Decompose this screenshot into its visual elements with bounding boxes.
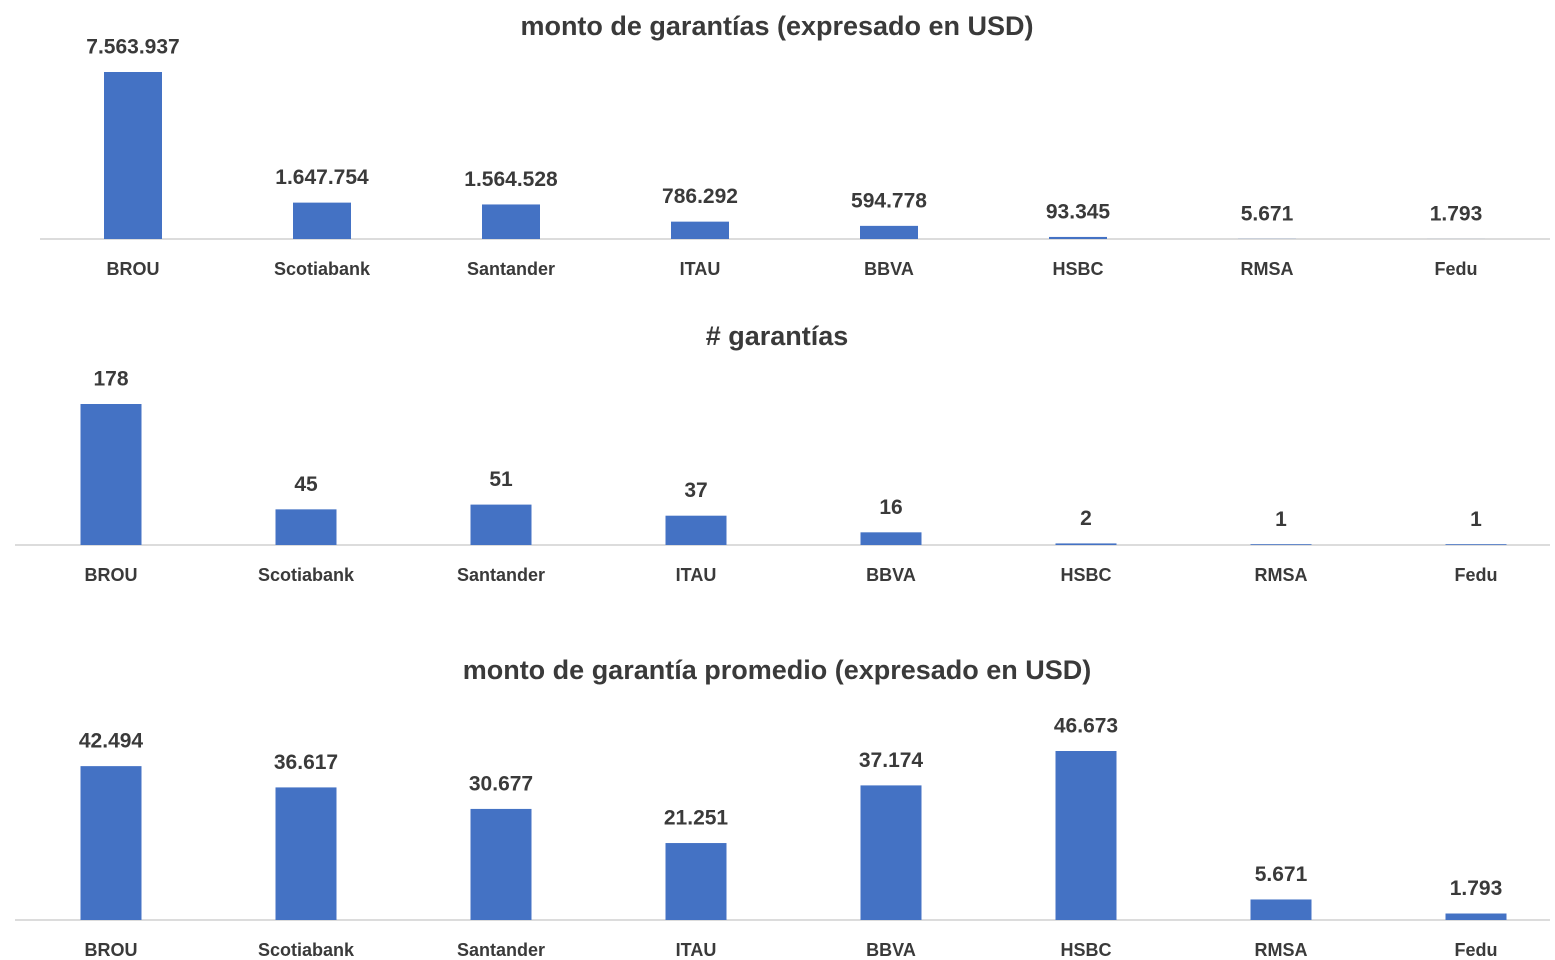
data-label: 1.793 [1430,203,1483,226]
bar [293,202,351,239]
data-label: 786.292 [662,185,738,208]
bar [275,509,337,545]
data-label: 1.793 [1450,877,1503,900]
x-tick-label: Scotiabank [258,940,355,960]
data-label: 42.494 [79,730,144,753]
x-tick-label: BROU [85,565,138,585]
data-label: 21.251 [664,807,729,830]
bar [1055,751,1117,920]
bar [860,532,922,545]
x-tick-label: Santander [467,259,555,279]
data-label: 46.673 [1054,715,1118,738]
data-label: 1 [1470,508,1482,531]
bar [671,221,729,239]
bar [80,766,142,920]
x-tick-label: HSBC [1060,565,1111,585]
x-tick-label: HSBC [1052,259,1103,279]
chart-title: # garantías [706,321,849,351]
x-tick-label: BBVA [866,940,916,960]
data-label: 5.671 [1241,202,1294,225]
data-label: 45 [294,473,318,496]
data-label: 30.677 [469,772,533,795]
bar [1250,544,1312,545]
data-label: 2 [1080,507,1092,530]
x-tick-label: RMSA [1241,259,1294,279]
bar [104,72,162,239]
x-tick-label: RMSA [1255,940,1308,960]
x-tick-label: Santander [457,940,545,960]
bar [275,787,337,920]
bar [470,504,532,545]
data-label: 1.564.528 [464,168,558,191]
bar [665,515,727,545]
x-tick-label: BBVA [866,565,916,585]
bar [665,843,727,920]
x-tick-label: Scotiabank [274,259,371,279]
x-tick-label: BROU [85,940,138,960]
bar [80,404,142,545]
bar [1055,543,1117,545]
x-tick-label: RMSA [1255,565,1308,585]
x-tick-label: BBVA [864,259,914,279]
data-label: 37.174 [859,749,924,772]
bar [860,785,922,920]
data-label: 178 [93,368,128,391]
data-label: 16 [879,496,902,519]
x-tick-label: Fedu [1435,259,1478,279]
data-label: 1.647.754 [275,166,369,189]
bar [1250,899,1312,920]
bar [482,204,540,239]
data-label: 1 [1275,508,1287,531]
x-tick-label: Santander [457,565,545,585]
chart-title: monto de garantías (expresado en USD) [520,11,1033,41]
data-label: 594.778 [851,189,927,212]
x-tick-label: Fedu [1455,565,1498,585]
bar [1445,913,1507,920]
data-label: 93.345 [1046,200,1111,223]
x-tick-label: Fedu [1455,940,1498,960]
x-tick-label: ITAU [676,940,717,960]
data-label: 36.617 [274,751,338,774]
data-label: 37 [684,479,707,502]
x-tick-label: ITAU [680,259,721,279]
bar [860,225,918,239]
bar [470,808,532,920]
x-tick-label: ITAU [676,565,717,585]
bar [1445,544,1507,545]
x-tick-label: BROU [107,259,160,279]
chart-title: monto de garantía promedio (expresado en… [463,655,1092,685]
x-tick-label: HSBC [1060,940,1111,960]
data-label: 5.671 [1255,863,1308,886]
data-label: 51 [489,468,513,491]
bar [1049,236,1107,239]
x-tick-label: Scotiabank [258,565,355,585]
data-label: 7.563.937 [86,36,179,59]
